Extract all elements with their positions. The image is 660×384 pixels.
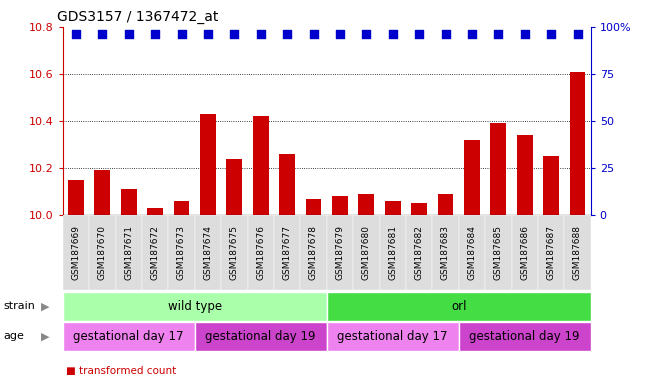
Text: gestational day 19: gestational day 19: [469, 330, 580, 343]
Text: orl: orl: [451, 300, 467, 313]
Bar: [63, 322, 195, 351]
Bar: [327, 292, 591, 321]
Point: [282, 31, 292, 37]
Text: GSM187674: GSM187674: [203, 225, 213, 280]
Bar: [274, 215, 300, 290]
Point: [97, 31, 108, 37]
Text: GSM187673: GSM187673: [177, 225, 186, 280]
Bar: [538, 215, 564, 290]
Point: [414, 31, 424, 37]
Bar: [327, 215, 353, 290]
Bar: [464, 140, 480, 215]
Bar: [174, 201, 189, 215]
Text: GSM187681: GSM187681: [388, 225, 397, 280]
Point: [203, 31, 213, 37]
Bar: [459, 322, 591, 351]
Text: gestational day 17: gestational day 17: [337, 330, 448, 343]
Text: GSM187678: GSM187678: [309, 225, 318, 280]
Point: [308, 31, 319, 37]
Point: [229, 31, 240, 37]
Point: [361, 31, 372, 37]
Point: [335, 31, 345, 37]
Point: [493, 31, 504, 37]
Bar: [411, 203, 427, 215]
Text: GSM187687: GSM187687: [546, 225, 556, 280]
Text: GDS3157 / 1367472_at: GDS3157 / 1367472_at: [57, 10, 219, 25]
Text: GSM187688: GSM187688: [573, 225, 582, 280]
Text: GSM187682: GSM187682: [414, 225, 424, 280]
Bar: [89, 215, 116, 290]
Bar: [226, 159, 242, 215]
Point: [176, 31, 187, 37]
Bar: [195, 215, 221, 290]
Text: GSM187676: GSM187676: [256, 225, 265, 280]
Bar: [406, 215, 432, 290]
Bar: [279, 154, 295, 215]
Bar: [147, 208, 163, 215]
Bar: [168, 215, 195, 290]
Bar: [300, 215, 327, 290]
Text: ▶: ▶: [41, 331, 49, 341]
Text: GSM187677: GSM187677: [282, 225, 292, 280]
Bar: [564, 215, 591, 290]
Text: GSM187683: GSM187683: [441, 225, 450, 280]
Bar: [543, 156, 559, 215]
Text: GSM187679: GSM187679: [335, 225, 345, 280]
Point: [519, 31, 530, 37]
Bar: [94, 170, 110, 215]
Bar: [327, 322, 459, 351]
Text: ▶: ▶: [41, 301, 49, 311]
Bar: [438, 194, 453, 215]
Text: GSM187686: GSM187686: [520, 225, 529, 280]
Text: age: age: [3, 331, 24, 341]
Point: [387, 31, 398, 37]
Bar: [353, 215, 380, 290]
Text: GSM187684: GSM187684: [467, 225, 477, 280]
Text: GSM187670: GSM187670: [98, 225, 107, 280]
Bar: [63, 292, 327, 321]
Bar: [512, 215, 538, 290]
Bar: [248, 215, 274, 290]
Point: [123, 31, 134, 37]
Bar: [221, 215, 248, 290]
Text: GSM187685: GSM187685: [494, 225, 503, 280]
Text: GSM187671: GSM187671: [124, 225, 133, 280]
Bar: [253, 116, 269, 215]
Bar: [358, 194, 374, 215]
Bar: [115, 215, 142, 290]
Bar: [68, 180, 84, 215]
Bar: [63, 215, 89, 290]
Text: wild type: wild type: [168, 300, 222, 313]
Bar: [332, 196, 348, 215]
Point: [150, 31, 160, 37]
Bar: [195, 322, 327, 351]
Bar: [490, 123, 506, 215]
Point: [572, 31, 583, 37]
Text: gestational day 17: gestational day 17: [73, 330, 184, 343]
Text: GSM187680: GSM187680: [362, 225, 371, 280]
Point: [546, 31, 556, 37]
Text: GSM187675: GSM187675: [230, 225, 239, 280]
Bar: [570, 71, 585, 215]
Text: strain: strain: [3, 301, 35, 311]
Point: [255, 31, 266, 37]
Bar: [121, 189, 137, 215]
Bar: [517, 135, 533, 215]
Point: [440, 31, 451, 37]
Text: GSM187669: GSM187669: [71, 225, 81, 280]
Point: [467, 31, 477, 37]
Bar: [432, 215, 459, 290]
Bar: [459, 215, 485, 290]
Point: [71, 31, 81, 37]
Bar: [485, 215, 512, 290]
Bar: [379, 215, 406, 290]
Text: ■ transformed count: ■ transformed count: [66, 366, 176, 376]
Bar: [385, 201, 401, 215]
Bar: [142, 215, 168, 290]
Text: GSM187672: GSM187672: [150, 225, 160, 280]
Text: gestational day 19: gestational day 19: [205, 330, 316, 343]
Bar: [306, 199, 321, 215]
Bar: [200, 114, 216, 215]
